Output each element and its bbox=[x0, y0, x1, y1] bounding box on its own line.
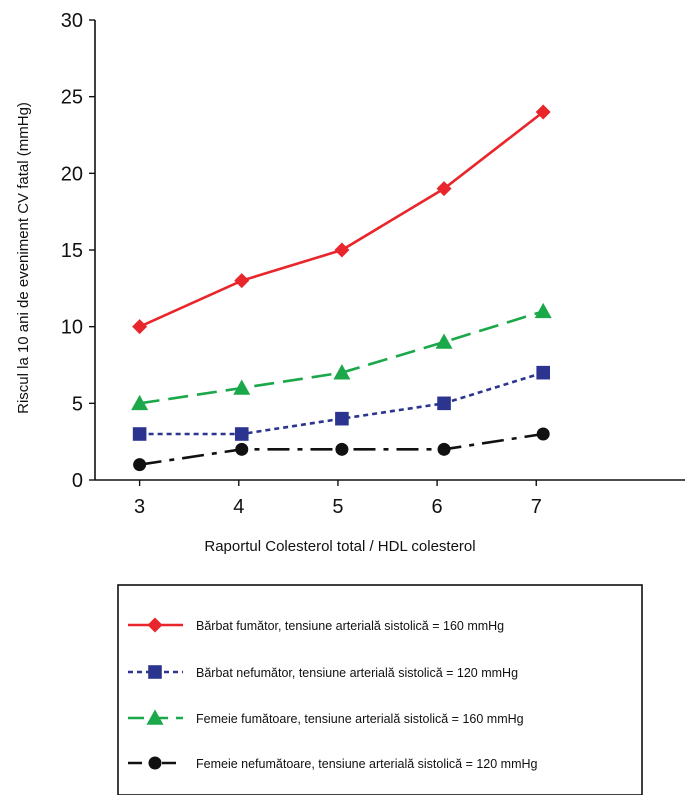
series-2-point bbox=[335, 411, 349, 426]
x-tick-label: 6 bbox=[432, 496, 443, 518]
series-4-point bbox=[235, 442, 249, 456]
axes: 0 5 10 15 20 25 30 3 4 5 6 7 Raportul Colesterol tot… bbox=[15, 10, 685, 555]
y-tick-label: 5 bbox=[72, 393, 83, 415]
legend-marker-1 bbox=[147, 617, 163, 633]
y-tick-label: 20 bbox=[61, 163, 83, 185]
series-4 bbox=[133, 427, 550, 472]
legend: Bărbat fumător, tensiune arterială sisto… bbox=[117, 584, 643, 796]
legend-marker-3 bbox=[146, 709, 164, 725]
series-4-point bbox=[536, 427, 550, 441]
series-3-line bbox=[139, 310, 544, 405]
series-1-point bbox=[132, 319, 148, 335]
series-3-point bbox=[233, 379, 251, 395]
series-3-point bbox=[131, 394, 149, 411]
series-3-point bbox=[435, 333, 453, 349]
legend-box bbox=[117, 584, 643, 796]
series-1-point bbox=[234, 273, 250, 289]
legend-label-1: Bărbat fumător, tensiune arterială sisto… bbox=[196, 619, 504, 633]
series-1-point bbox=[436, 181, 452, 197]
legend-label-4: Femeie nefumătoare, tensiune arterială s… bbox=[196, 757, 538, 771]
y-tick-label: 10 bbox=[61, 317, 83, 339]
series-1-point bbox=[535, 104, 551, 120]
series-1-line bbox=[139, 110, 544, 328]
x-tick-label: 5 bbox=[332, 496, 343, 518]
series-2-point bbox=[437, 396, 451, 411]
series-3-point bbox=[333, 364, 351, 380]
x-tick-label: 4 bbox=[233, 496, 244, 518]
series-4-point bbox=[437, 442, 451, 456]
legend-label-2: Bărbat nefumător, tensiune arterială sis… bbox=[196, 666, 518, 680]
series-4-point bbox=[335, 442, 349, 456]
x-tick-label: 7 bbox=[531, 496, 542, 518]
series-2-point bbox=[536, 365, 551, 380]
series-2 bbox=[132, 365, 551, 441]
x-axis-title: Raportul Colesterol total / HDL colester… bbox=[204, 538, 475, 555]
legend-marker-2 bbox=[148, 665, 162, 679]
legend-label-3: Femeie fumătoare, tensiune arterială sis… bbox=[196, 712, 524, 726]
series-1-point bbox=[334, 242, 350, 258]
series-1 bbox=[132, 104, 551, 335]
legend-marker-4 bbox=[148, 756, 162, 770]
x-tick-label: 3 bbox=[134, 496, 145, 518]
y-axis-title: Riscul la 10 ani de eveniment CV fatal (… bbox=[15, 102, 32, 414]
series-2-point bbox=[132, 427, 147, 441]
plot-series bbox=[131, 104, 552, 472]
y-tick-label: 15 bbox=[61, 240, 83, 262]
series-4-point bbox=[133, 458, 147, 472]
series-3-point bbox=[534, 302, 552, 319]
series-3 bbox=[131, 302, 552, 411]
y-tick-label: 25 bbox=[61, 87, 83, 109]
series-2-point bbox=[234, 427, 249, 441]
y-tick-label: 0 bbox=[72, 470, 83, 492]
y-tick-label: 30 bbox=[61, 10, 83, 32]
